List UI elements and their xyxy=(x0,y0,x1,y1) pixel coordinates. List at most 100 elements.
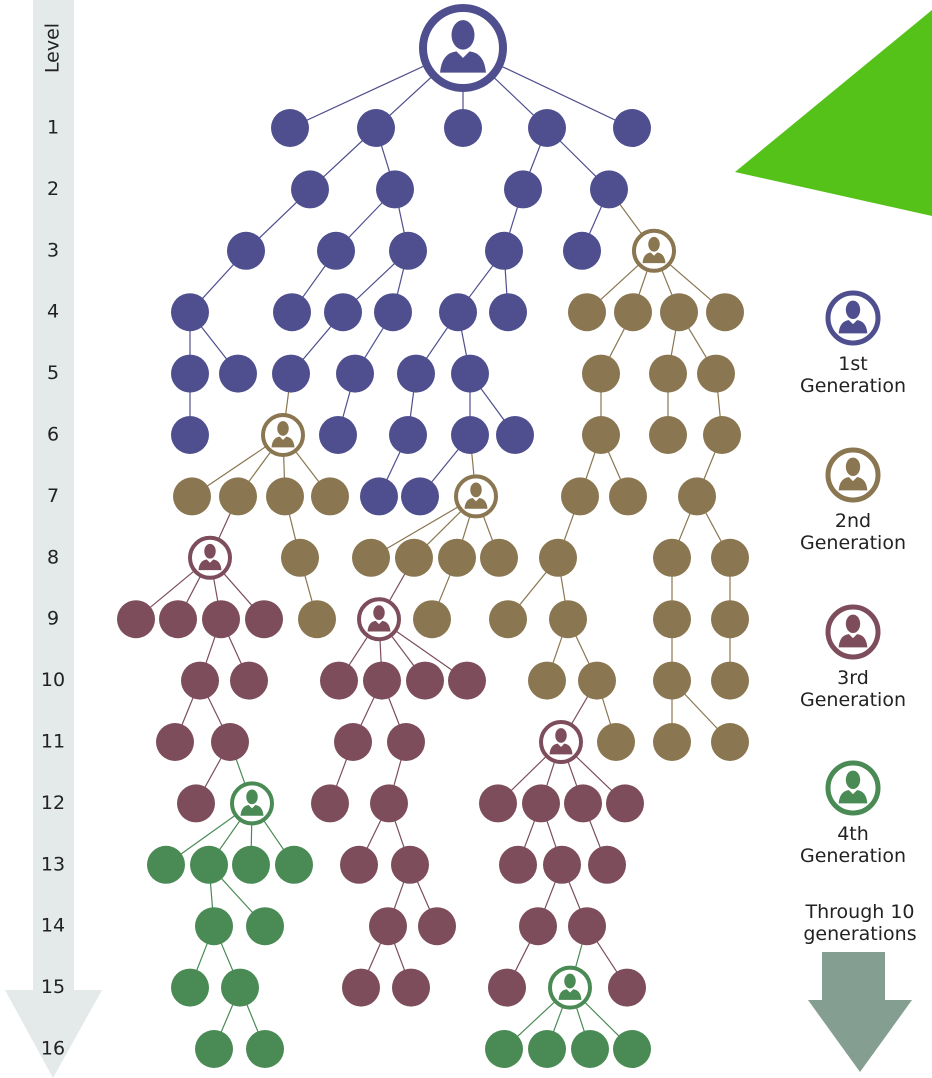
node xyxy=(488,968,526,1007)
node xyxy=(504,170,542,209)
node xyxy=(448,661,486,700)
node xyxy=(360,477,398,516)
node xyxy=(563,231,601,270)
node xyxy=(352,538,390,577)
legend-label: 1st Generation xyxy=(800,353,906,397)
node xyxy=(171,968,209,1007)
node xyxy=(275,845,313,884)
node xyxy=(706,293,744,332)
node xyxy=(479,784,517,823)
node xyxy=(389,231,427,270)
node xyxy=(564,784,602,823)
node xyxy=(608,968,646,1007)
node xyxy=(266,477,304,516)
node xyxy=(451,354,489,393)
node xyxy=(195,907,233,946)
node xyxy=(711,600,749,639)
node xyxy=(159,600,197,639)
down-arrow xyxy=(808,952,912,1072)
node xyxy=(451,416,489,454)
node xyxy=(519,907,557,946)
level-label: 11 xyxy=(41,731,65,753)
level-label: 16 xyxy=(41,1038,65,1060)
node xyxy=(678,477,716,516)
nodes xyxy=(117,4,749,1068)
node xyxy=(202,600,240,639)
node xyxy=(444,109,482,147)
node xyxy=(406,661,444,700)
node xyxy=(319,416,357,454)
level-arrow xyxy=(5,0,102,1078)
node xyxy=(653,661,691,700)
node xyxy=(171,416,209,454)
node xyxy=(171,354,209,393)
node xyxy=(528,661,566,700)
node xyxy=(613,1030,651,1068)
node xyxy=(660,293,698,332)
node xyxy=(485,1030,523,1068)
node xyxy=(340,845,378,884)
node xyxy=(370,784,408,823)
node xyxy=(397,354,435,393)
node xyxy=(568,293,606,332)
legend-label: 3rd Generation xyxy=(800,667,906,711)
level-label: 10 xyxy=(41,669,65,691)
node xyxy=(219,477,257,516)
level-label: 8 xyxy=(47,546,59,568)
node xyxy=(703,416,741,454)
node xyxy=(401,477,439,516)
node xyxy=(324,293,362,332)
node xyxy=(334,723,372,761)
node xyxy=(271,109,309,147)
node xyxy=(298,600,336,639)
node xyxy=(549,600,587,639)
level-label: 1 xyxy=(47,117,59,139)
node xyxy=(413,600,451,639)
node xyxy=(418,907,456,946)
level-label: 12 xyxy=(41,792,65,814)
node xyxy=(177,784,215,823)
node xyxy=(606,784,644,823)
node xyxy=(528,1030,566,1068)
node xyxy=(568,907,606,946)
node xyxy=(590,170,628,209)
note: Through 10 generations xyxy=(803,901,917,945)
node xyxy=(543,845,581,884)
axis-label: Level xyxy=(42,23,64,73)
level-label: 9 xyxy=(47,608,59,630)
node xyxy=(246,1030,284,1068)
green-triangle xyxy=(735,10,932,216)
node xyxy=(496,416,534,454)
node xyxy=(211,723,249,761)
node xyxy=(711,723,749,761)
level-label: 2 xyxy=(47,178,59,200)
level-label: 5 xyxy=(47,362,59,384)
node xyxy=(272,354,310,393)
node xyxy=(363,661,401,700)
node xyxy=(221,968,259,1007)
node xyxy=(311,784,349,823)
node xyxy=(320,661,358,700)
node xyxy=(190,845,228,884)
node xyxy=(317,231,355,270)
node xyxy=(613,109,651,147)
level-label: 14 xyxy=(41,915,65,937)
node xyxy=(653,723,691,761)
node xyxy=(539,538,577,577)
node xyxy=(711,661,749,700)
node xyxy=(171,293,209,332)
node xyxy=(653,538,691,577)
level-label: 4 xyxy=(47,301,59,323)
node xyxy=(609,477,647,516)
legend-label: 4th Generation xyxy=(800,823,906,867)
node xyxy=(578,661,616,700)
node xyxy=(389,416,427,454)
node xyxy=(147,845,185,884)
node xyxy=(246,907,284,946)
node xyxy=(230,661,268,700)
node xyxy=(387,723,425,761)
node xyxy=(485,231,523,270)
node xyxy=(281,538,319,577)
